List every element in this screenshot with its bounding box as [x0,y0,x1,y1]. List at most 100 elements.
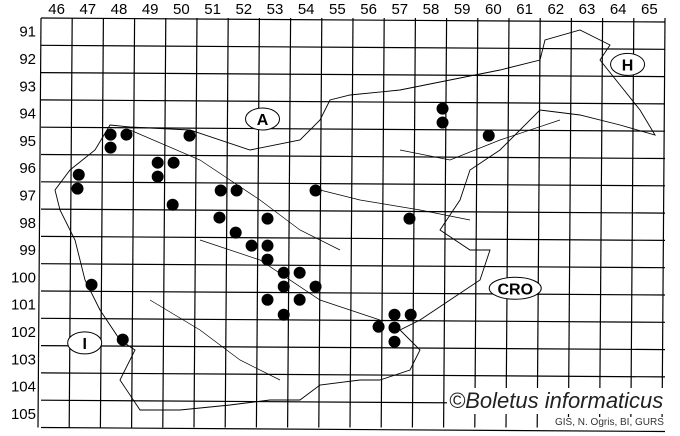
record-marker [261,212,274,225]
column-label: 55 [329,1,346,18]
grid-line-vertical [162,17,167,428]
grid-line-horizontal [40,208,666,214]
row-label: 97 [19,187,36,204]
record-marker [293,293,306,306]
record-marker [166,198,179,211]
record-marker [372,320,385,333]
row-label: 96 [19,160,36,177]
country-label-ellipse [610,52,646,76]
grid-line-vertical [193,17,198,428]
record-marker [214,184,227,197]
grid-line-vertical [411,17,416,428]
grid-line-vertical [380,17,385,428]
column-label: 47 [79,1,96,18]
row-labels: 91 92 93 94 95 96 97 98 99 100 101 102 103 104 105 [11,24,36,423]
record-marker [309,280,322,293]
grid-line-horizontal [40,345,666,351]
record-marker [277,280,290,293]
row-label: 93 [19,78,36,95]
record-marker [104,141,117,154]
credit-text: GIS, N. Ogris, BI, GURS [555,417,664,429]
row-label: 98 [19,215,36,232]
grid-line-vertical [37,17,42,428]
grid-line-horizontal [40,17,666,23]
row-label: 104 [11,379,36,396]
column-labels: 46 47 48 49 50 51 52 53 54 55 56 57 58 59 60 61 62 63 64 65 [48,1,657,18]
grid-line-horizontal [40,263,666,269]
record-marker [261,253,274,266]
grid-line-horizontal [40,290,666,296]
column-label: 53 [267,1,284,18]
grid-line-vertical [474,17,479,428]
record-marker [230,184,243,197]
country-label: A [257,112,269,129]
column-label: 57 [391,1,408,18]
river [319,189,471,221]
grid-line-vertical [255,17,260,428]
column-label: 65 [641,1,658,18]
record-marker [293,266,306,279]
column-label: 62 [547,1,564,18]
row-label: 105 [11,406,36,423]
record-marker [388,321,401,334]
river [149,299,281,381]
grid-line-horizontal [40,317,666,323]
grid-line-vertical [505,17,510,428]
record-marker [388,308,401,321]
column-label: 50 [173,1,190,18]
grid-line-horizontal [40,426,666,433]
grid-line-horizontal [40,99,666,105]
column-label: 58 [423,1,440,18]
record-marker [277,308,290,321]
record-marker [482,129,495,142]
column-label: 48 [111,1,128,18]
record-marker [85,278,98,291]
row-label: 92 [19,51,36,68]
row-label: 94 [19,106,36,123]
grid-line-vertical [224,17,229,428]
grid-line-vertical [68,17,73,428]
record-marker [261,239,274,252]
record-marker [151,156,164,169]
copyright-text: ©Boletus informaticus [447,388,666,414]
column-label: 60 [485,1,502,18]
country-labels: A H I CRO [67,52,646,355]
country-label-ellipse [488,276,542,300]
country-label-ellipse [245,107,281,131]
country-label: H [622,57,634,74]
column-label: 63 [579,1,596,18]
column-label: 51 [204,1,221,18]
record-marker [167,156,180,169]
country-label: I [82,336,86,353]
column-label: 49 [142,1,159,18]
grid-line-vertical [349,17,354,428]
column-label: 54 [298,1,315,18]
column-label: 52 [235,1,252,18]
row-label: 91 [19,24,36,41]
grid-line-horizontal [40,153,666,160]
row-label: 102 [11,324,36,341]
grid-line-horizontal [40,372,666,378]
record-marker [183,129,196,142]
grid-line-horizontal [40,126,666,132]
grid-line-horizontal [40,72,666,78]
record-marker [436,116,449,129]
record-marker [151,170,164,183]
row-label: 99 [19,242,36,259]
row-label: 95 [19,133,36,150]
river [199,239,381,321]
record-markers [71,102,495,348]
grid-line-vertical [536,17,541,428]
river [399,119,561,161]
record-marker [309,184,322,197]
grid-line-vertical [287,17,292,428]
country-label: CRO [497,281,533,298]
record-marker [404,308,417,321]
record-marker [213,211,226,224]
row-label: 101 [11,297,36,314]
record-marker [261,293,274,306]
grid-line-vertical [567,17,573,428]
grid-lines [37,17,666,433]
record-marker [104,128,117,141]
